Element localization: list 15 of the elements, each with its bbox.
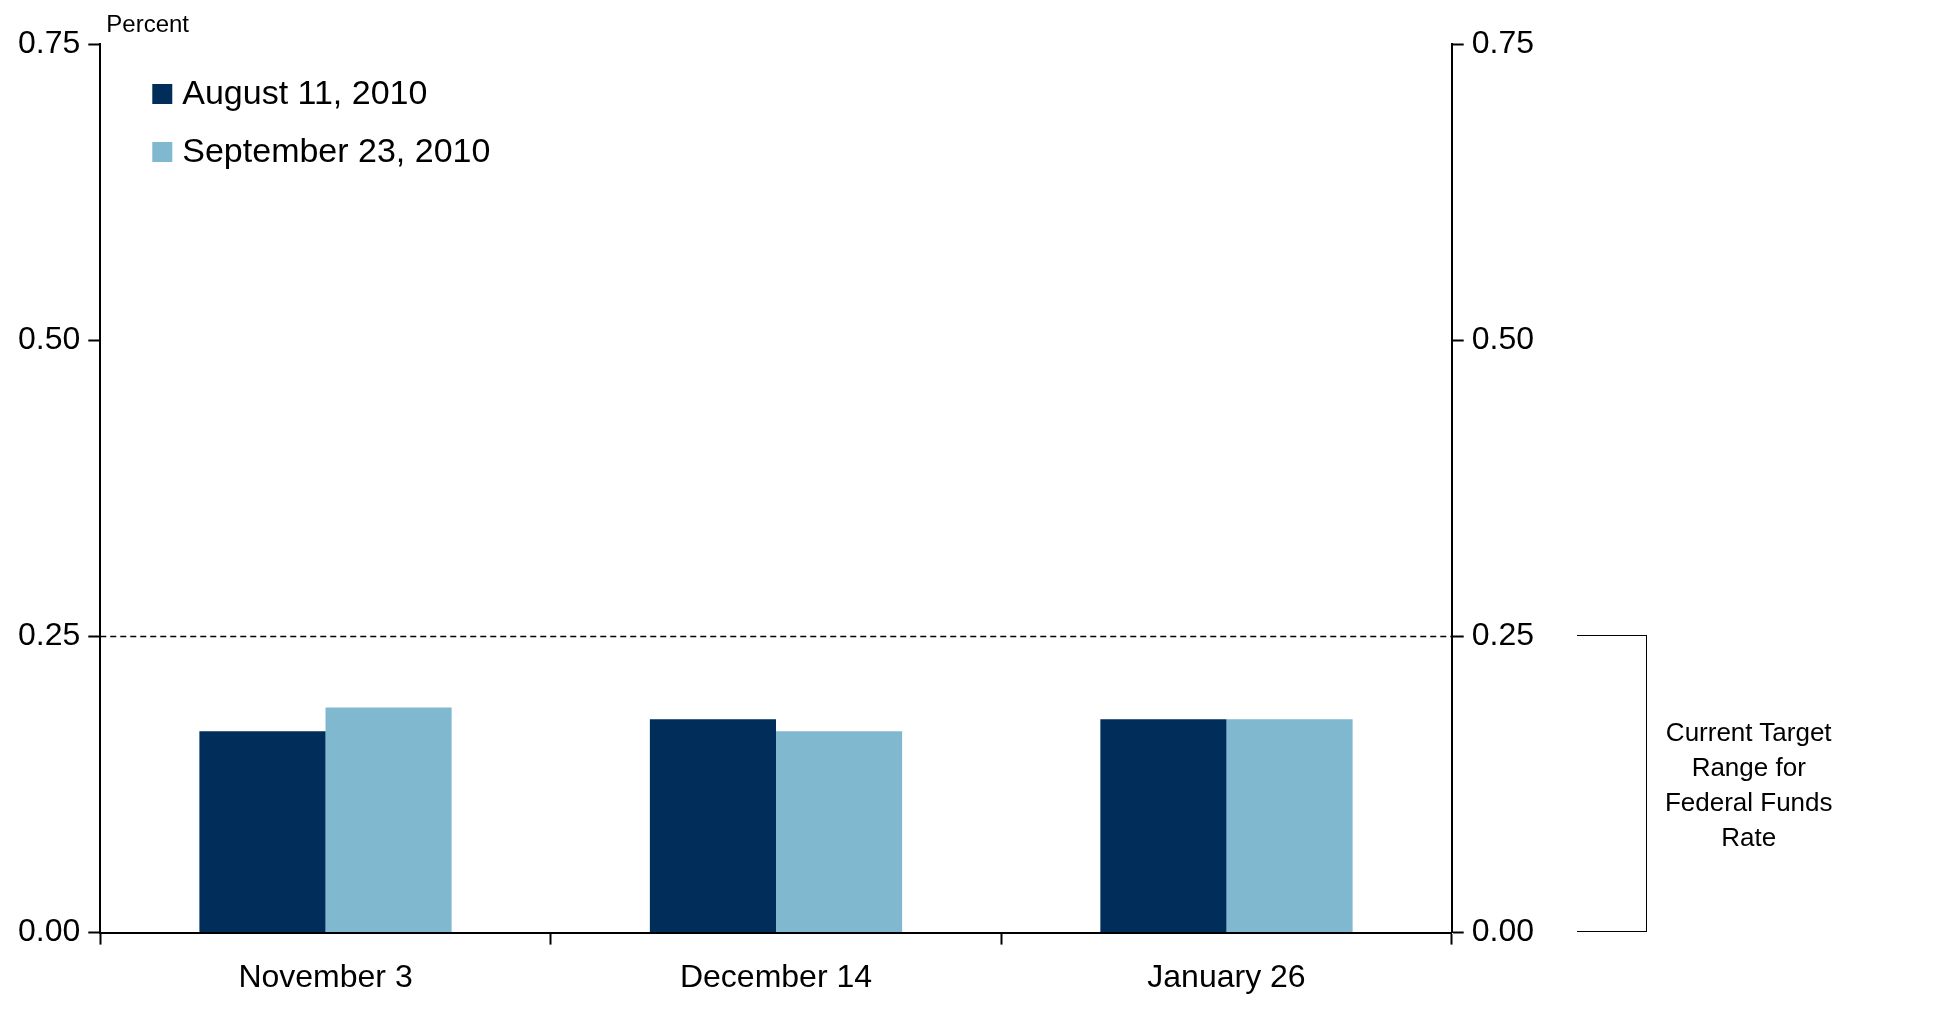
legend-label: August 11, 2010 (182, 73, 428, 111)
y2-tick-label: 0.75 (1471, 23, 1534, 60)
y2-tick-label: 0.00 (1471, 912, 1534, 949)
y-axis-title: Percent (106, 10, 190, 37)
legend-label: September 23, 2010 (182, 131, 491, 169)
y-tick-label: 0.75 (18, 23, 81, 60)
y-tick-label: 0.00 (18, 912, 81, 949)
x-tick-label: December 14 (679, 957, 873, 994)
y-tick-label: 0.25 (18, 616, 81, 653)
x-tick-label: January 26 (1147, 957, 1306, 994)
text: Current Target Range for Federal Funds Rate (1664, 717, 1833, 852)
x-tick-label: November 3 (238, 957, 413, 994)
y2-tick-label: 0.25 (1471, 616, 1534, 653)
y-tick-label: 0.50 (18, 320, 81, 357)
y2-tick-label: 0.50 (1471, 320, 1534, 357)
